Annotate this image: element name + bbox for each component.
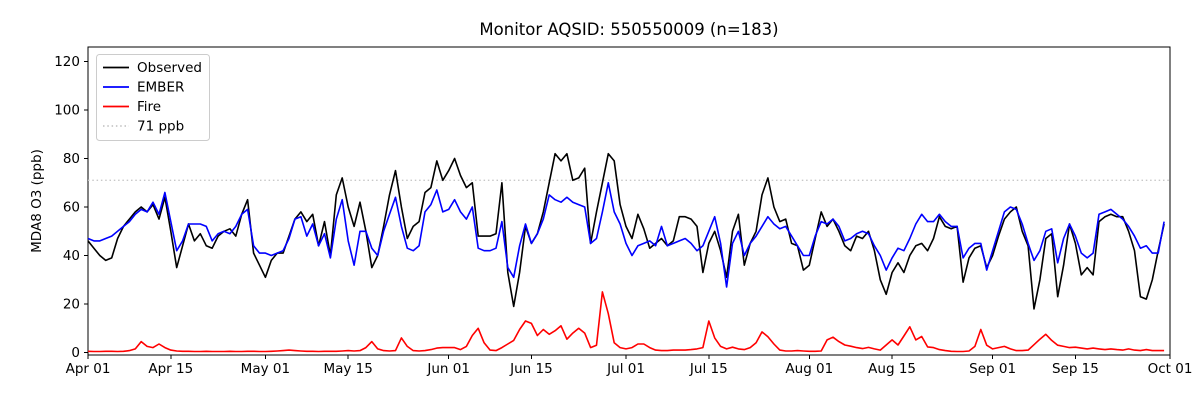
x-axis-tick-label: Apr 01 [66,361,111,377]
legend-label: Fire [137,99,161,115]
x-axis-tick-label: Jul 01 [606,361,645,377]
fire-line [87,291,1165,353]
x-axis-tick-label: Apr 15 [148,361,193,377]
x-axis-tick-label: May 15 [323,361,372,377]
y-axis-tick-label: 40 [63,248,80,264]
x-axis-tick-label: May 01 [241,361,290,377]
y-axis-tick-label: 0 [71,345,80,361]
x-axis-tick-label: Aug 15 [868,361,916,377]
y-axis-label: MDA8 O3 (ppb) [29,149,45,253]
x-axis-tick-label: Jul 15 [689,361,728,377]
x-axis-tick-label: Aug 01 [785,361,833,377]
chart-title: Monitor AQSID: 550550009 (n=183) [479,20,779,39]
y-axis-tick-label: 60 [63,200,80,216]
y-axis-tick-label: 20 [63,297,80,313]
x-axis-tick-label: Sep 01 [969,361,1016,377]
x-axis-tick-label: Jun 15 [509,361,553,377]
ember-line [87,182,1165,288]
legend-label: EMBER [137,80,184,96]
legend-label: 71 ppb [137,119,184,135]
y-axis-tick-label: 80 [63,151,80,167]
y-axis-tick-label: 100 [54,103,80,119]
observed-line [87,152,1165,310]
plot-border [87,46,1171,356]
y-axis-tick-label: 120 [54,54,80,70]
legend-label: Observed [137,60,202,76]
x-axis-tick-label: Sep 15 [1052,361,1099,377]
x-axis-tick-label: Oct 01 [1148,361,1193,377]
x-axis-tick-label: Jun 01 [426,361,470,377]
legend-box [96,54,210,141]
